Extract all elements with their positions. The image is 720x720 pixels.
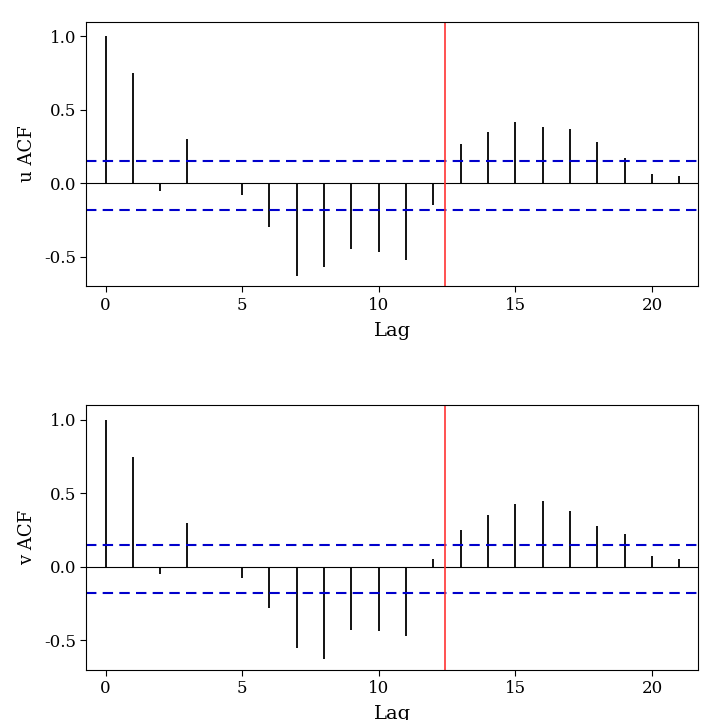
Y-axis label: v ACF: v ACF: [18, 510, 36, 565]
Y-axis label: u ACF: u ACF: [18, 125, 36, 182]
X-axis label: Lag: Lag: [374, 322, 411, 340]
X-axis label: Lag: Lag: [374, 706, 411, 720]
